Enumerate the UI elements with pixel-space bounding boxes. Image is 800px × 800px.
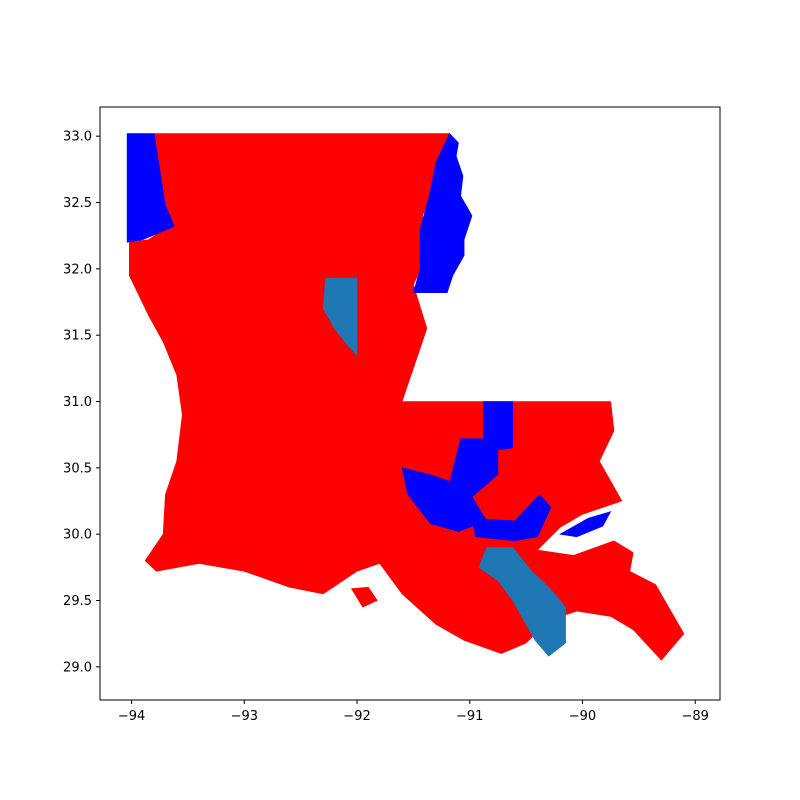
x-tick-label: −92 [343,709,370,724]
region-blue-1 [413,132,473,294]
region-steelblue-1 [478,547,566,657]
y-tick-label: 29.0 [63,660,92,675]
ticks-layer: −94 −93 −92 −91 −90 −89 29.0 29.5 30.0 30.5 31.0 31… [63,130,709,724]
region-blue-5 [471,493,552,542]
x-tick-label: −94 [118,709,145,724]
y-tick-label: 30.0 [63,528,92,543]
y-tick-label: 31.0 [63,395,92,410]
y-tick-label: 31.5 [63,329,92,344]
region-red-1 [350,586,378,608]
axes-frame [99,106,721,701]
y-tick-label: 32.5 [63,196,92,211]
y-tick-label: 33.0 [63,130,92,145]
x-tick-label: −90 [569,709,596,724]
x-tick-label: −91 [456,709,483,724]
y-tick-label: 30.5 [63,461,92,476]
x-tick-label: −93 [231,709,258,724]
x-tick-label: −89 [681,709,708,724]
region-red-2 [458,621,480,638]
region-blue-0 [126,133,175,243]
regions-layer [126,132,685,661]
region-blue-6 [558,511,612,538]
y-tick-label: 32.0 [63,262,92,277]
region-steelblue-0 [322,277,358,356]
y-tick-label: 29.5 [63,594,92,609]
